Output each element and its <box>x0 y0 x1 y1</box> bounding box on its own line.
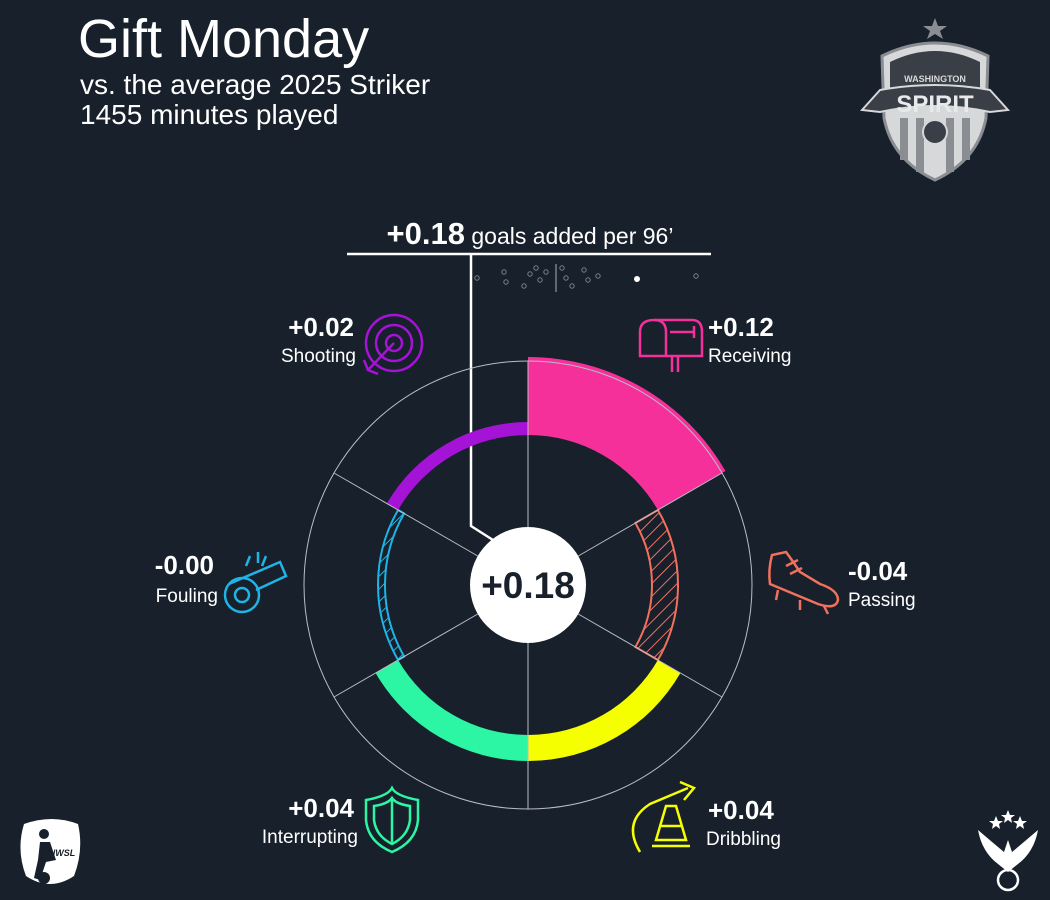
distribution-dot <box>563 275 569 281</box>
distribution-dot <box>537 277 543 283</box>
shooting-label: Shooting <box>280 346 356 367</box>
interrupting-label: Interrupting <box>261 827 358 848</box>
distribution-dot <box>595 273 601 279</box>
target-icon <box>362 313 424 376</box>
distribution-dot <box>693 273 699 279</box>
subtitle-comparison: vs. the average 2025 Striker <box>80 69 431 100</box>
cleat-icon <box>768 550 840 615</box>
crest-text-top: WASHINGTON <box>904 74 966 84</box>
distribution-dot <box>533 265 539 271</box>
receiving-label: Receiving <box>708 346 792 367</box>
receiving-value: +0.12 <box>708 312 774 342</box>
shield-icon <box>364 785 420 854</box>
distribution-dot <box>559 265 565 271</box>
spoke-line <box>577 613 723 698</box>
interrupting-wedge <box>375 660 528 761</box>
distribution-dot <box>543 269 549 275</box>
headline-value: +0.18 <box>386 216 465 251</box>
dribbling-value: +0.04 <box>708 795 774 825</box>
cone-icon <box>631 780 697 853</box>
distribution-dot <box>581 267 587 273</box>
category-wedges <box>375 357 726 761</box>
spoke-line <box>333 472 479 557</box>
nwsl-logo: NWSL <box>20 819 81 884</box>
interrupting-value: +0.04 <box>288 793 354 823</box>
distribution-dot <box>521 283 527 289</box>
mailbox-icon <box>638 318 704 372</box>
distribution-dot <box>474 275 480 281</box>
shooting-value: +0.02 <box>288 312 354 342</box>
passing-wedge <box>634 508 679 662</box>
nwsl-logo-text: NWSL <box>49 848 76 858</box>
distribution-dot <box>503 279 509 285</box>
leader-line <box>469 254 494 542</box>
player-dot <box>634 276 640 282</box>
spokes <box>333 361 723 809</box>
center-disc <box>470 527 586 643</box>
crest-text-main: SPIRIT <box>896 91 974 118</box>
distribution-dot <box>585 277 591 283</box>
dribbling-wedge <box>528 660 681 761</box>
headline-text: goals added per 96’ <box>471 223 674 249</box>
headline: +0.18 goals added per 96’ <box>350 216 710 252</box>
receiving-wedge <box>528 357 726 510</box>
shooting-wedge <box>386 422 528 510</box>
distribution-dot <box>569 283 575 289</box>
fouling-label: Fouling <box>155 586 218 607</box>
spoke-line <box>577 472 723 557</box>
page-title: Gift Monday <box>78 9 370 69</box>
fouling-value: -0.00 <box>154 550 214 580</box>
distribution-dot <box>527 271 533 277</box>
subtitle-minutes: 1455 minutes played <box>80 99 339 130</box>
dribbling-label: Dribbling <box>706 829 781 850</box>
washington-spirit-crest: WASHINGTON SPIRIT <box>859 18 1011 182</box>
spoke-line <box>333 613 479 698</box>
distribution-dot <box>501 269 507 275</box>
fouling-wedge <box>377 508 406 662</box>
distribution-strip <box>474 264 699 292</box>
passing-value: -0.04 <box>848 556 908 586</box>
eagle-emblem <box>978 810 1038 892</box>
whistle-icon <box>223 552 288 614</box>
passing-label: Passing <box>848 590 916 611</box>
center-value: +0.18 <box>481 565 575 606</box>
